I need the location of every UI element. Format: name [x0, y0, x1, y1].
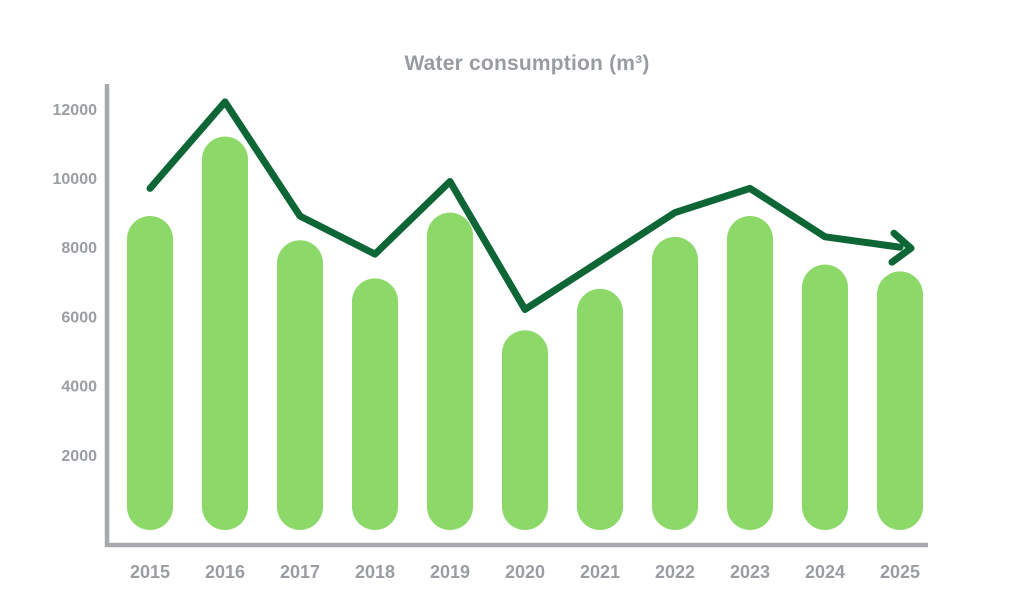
bar-2023: [727, 216, 773, 530]
bar-2017: [277, 240, 323, 530]
x-tick-label-2015: 2015: [130, 562, 170, 582]
bar-2024: [802, 264, 848, 530]
x-tick-label-2023: 2023: [730, 562, 770, 582]
bar-2020: [502, 330, 548, 530]
bar-2015: [127, 216, 173, 530]
bar-2021: [577, 288, 623, 530]
x-tick-label-2024: 2024: [805, 562, 845, 582]
y-tick-label-6000: 6000: [61, 309, 97, 326]
bar-2018: [352, 278, 398, 530]
x-tick-label-2017: 2017: [280, 562, 320, 582]
chart-title: Water consumption (m³): [404, 52, 650, 75]
bar-2022: [652, 236, 698, 530]
y-tick-label-4000: 4000: [61, 379, 97, 396]
x-tick-label-2019: 2019: [430, 562, 470, 582]
y-tick-label-2000: 2000: [61, 448, 97, 465]
y-tick-label-10000: 10000: [53, 171, 98, 188]
x-tick-label-2025: 2025: [880, 562, 920, 582]
trend-line: [146, 98, 904, 313]
x-tick-label-2018: 2018: [355, 562, 395, 582]
bar-2025: [877, 271, 923, 530]
bar-2016: [202, 136, 248, 531]
x-tick-label-2020: 2020: [505, 562, 545, 582]
x-tick-label-2021: 2021: [580, 562, 620, 582]
trend-arrow-icon: [888, 229, 915, 266]
y-tick-label-12000: 12000: [53, 102, 98, 119]
x-tick-label-2016: 2016: [205, 562, 245, 582]
x-tick-label-2022: 2022: [655, 562, 695, 582]
bar-2019: [427, 212, 473, 530]
y-tick-label-8000: 8000: [61, 240, 97, 257]
